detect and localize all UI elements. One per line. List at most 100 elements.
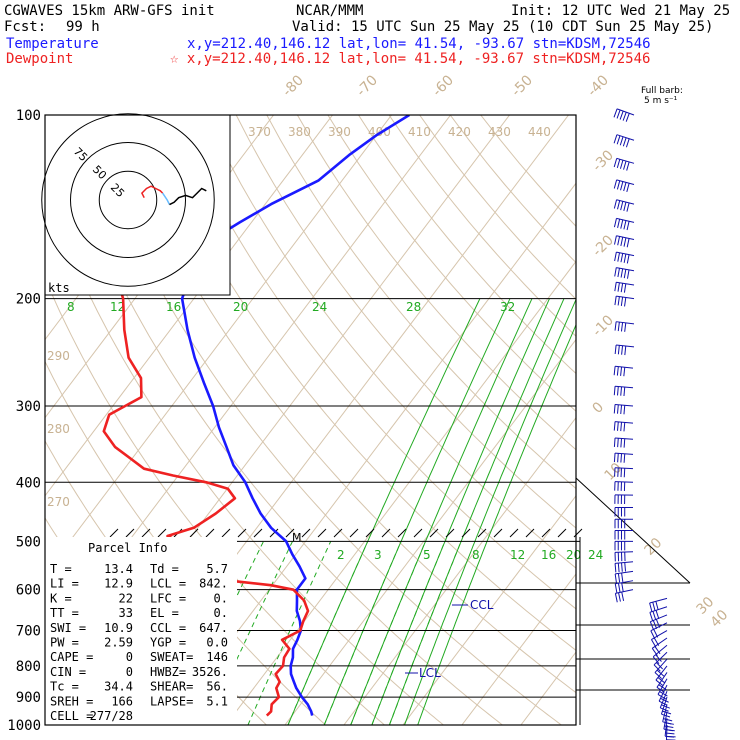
wind-barb [613,437,634,448]
hodograph-units: kts [48,281,70,295]
theta-label: 430 [488,125,511,139]
tropopause-hatch [157,528,167,538]
dry-adiabat-line [357,115,576,375]
wind-barb [650,630,668,648]
isotherm-label: 0 [590,399,608,417]
mixing-ratio-label-lower: 24 [588,548,603,562]
parcel-info-cell: 56. [206,680,228,694]
wind-barb [614,281,635,293]
mixing-ratio-line-dashed [371,541,446,725]
mixing-ratio-label: 8 [67,300,75,314]
mixing-ratio-label-lower: 8 [472,548,480,562]
wind-barb [614,494,634,505]
pressure-label: 1000 [7,718,41,734]
theta-label: 420 [448,125,471,139]
temperature-location: x,y=212.40,146.12 lat,lon= 41.54, -93.67… [187,36,651,52]
isotherm-label: -40 [585,72,612,99]
tropopause-hatch [237,528,247,538]
tropopause-hatch [301,528,311,538]
parcel-info-cell: LAPSE= [150,694,193,708]
mixing-ratio-line-dashed [247,541,332,725]
wind-barb [613,199,635,212]
wind-barb [649,606,668,622]
tropopause-hatch [205,528,215,538]
isotherm-line [45,115,393,575]
tropopause-hatch [349,528,359,538]
pressure-label: 600 [16,583,41,599]
m-marker-label: M [292,531,302,544]
isotherm-label: -60 [430,72,457,99]
isotherm-line [461,573,576,725]
parcel-info-cell: 5.7 [206,562,228,576]
parcel-info-cell: EL = [150,606,179,620]
parcel-info-cell: HWBZ= [150,665,186,679]
tropopause-hatch [269,528,279,538]
hodograph-ring [98,170,158,230]
tropopause-hatch [445,528,455,538]
hodograph-trace-mid [161,192,171,205]
wind-barb [614,321,635,332]
dewpoint-location: ☆ x,y=212.40,146.12 lat,lon= 41.54, -93.… [170,51,650,67]
wind-barb [614,551,634,562]
lcl-marker-label: LCL [419,666,441,680]
hodograph-trace-low [140,185,164,199]
tropopause-hatch [509,528,519,538]
barb-legend-line1: Full barb: [641,86,683,96]
mixing-ratio-label: 24 [312,300,327,314]
tropopause-hatch [285,528,295,538]
dewpoint-legend-label: Dewpoint [6,51,73,67]
tropopause-hatch [365,528,375,538]
ccl-marker-label: CCL [470,598,494,612]
mixing-ratio-line-dashed [206,541,293,725]
tropopause-hatch [413,528,423,538]
theta-label: 440 [528,125,551,139]
parcel-info-cell: Tc = [50,680,79,694]
wind-barb [614,507,633,517]
pressure-label: 200 [16,292,41,308]
tropopause-hatch [221,528,231,538]
dry-adiabat-line [82,115,563,725]
isotherm-line [343,416,576,725]
wind-barb [613,365,634,377]
isotherm-line [45,115,334,497]
parcel-info-cell: YGP = [150,636,186,650]
wind-barb [613,157,635,171]
mixing-ratio-label-lower: 12 [510,548,525,562]
mixing-ratio-line-dashed [350,541,426,725]
theta-side-label: 280 [47,422,70,436]
pressure-label: 500 [16,534,41,550]
pressure-label: 900 [16,690,41,706]
wind-barb [613,179,635,193]
wind-barb [614,295,635,307]
mixing-ratio-label: 12 [110,300,125,314]
tropopause-hatch [333,528,343,538]
hodograph-trace-high [169,187,207,206]
source-label: NCAR/MMM [296,3,363,19]
parcel-info-title: Parcel Info [88,541,167,555]
parcel-info-cell: 0 [126,665,133,679]
theta-label: 410 [408,125,431,139]
pressure-label: 400 [16,475,41,491]
parcel-info-cell: CIN = [50,665,86,679]
parcel-info-cell: Td = [150,562,179,576]
isotherm-label: -20 [590,232,617,259]
parcel-info-cell: T = [50,562,72,576]
wind-barb [614,481,634,491]
dry-adiabat-line [205,115,576,569]
mixing-ratio-line-dashed [287,541,369,725]
isotherm-label: -10 [590,312,617,339]
mixing-ratio-line-dashed [388,541,462,725]
tropopause-hatch [557,528,567,538]
wind-barb [614,540,633,551]
wind-barb [649,597,668,612]
isotherm-label: -80 [280,72,307,99]
wind-barb [614,530,633,540]
tropopause-hatch [429,528,439,538]
temperature-legend-label: Temperature [6,36,99,52]
parcel-info-cell: 0. [214,591,228,605]
tropopause-hatch [461,528,471,538]
parcel-info-cell: 166 [111,694,133,708]
wind-barb [613,385,634,397]
wind-barb [613,403,634,415]
